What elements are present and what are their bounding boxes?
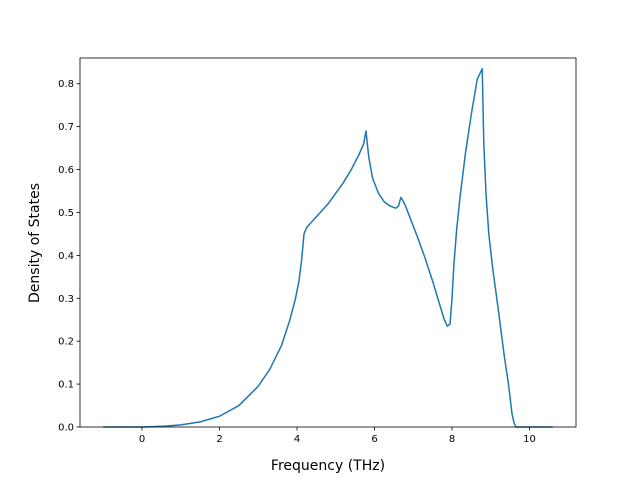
x-tick-label: 6 [371, 434, 377, 445]
x-axis-label: Frequency (THz) [271, 458, 385, 474]
y-tick-label: 0.7 [58, 122, 74, 133]
x-tick-label: 8 [449, 434, 455, 445]
plot-area: 0 2 4 6 8 10 0.0 0.1 0.2 0.3 0.4 0.5 0.6 0.7 0.8 [58, 57, 577, 445]
y-tick-label: 0.1 [58, 380, 74, 391]
y-tick-label: 0.2 [58, 337, 74, 348]
y-tick-label: 0.8 [58, 79, 74, 90]
x-tick-label: 4 [294, 434, 300, 445]
y-axis-label: Density of States [27, 183, 43, 303]
y-tick-label: 0.4 [58, 251, 74, 262]
y-tick-label: 0.5 [58, 208, 74, 219]
x-tick-label: 0 [139, 434, 145, 445]
dos-line [103, 67, 553, 428]
y-tick-label: 0.6 [58, 165, 74, 176]
x-tick-label: 2 [216, 434, 222, 445]
axes-frame [79, 57, 577, 428]
x-tick-label: 10 [523, 434, 536, 445]
y-tick-label: 0.3 [58, 294, 74, 305]
y-tick-label: 0.0 [58, 423, 74, 434]
